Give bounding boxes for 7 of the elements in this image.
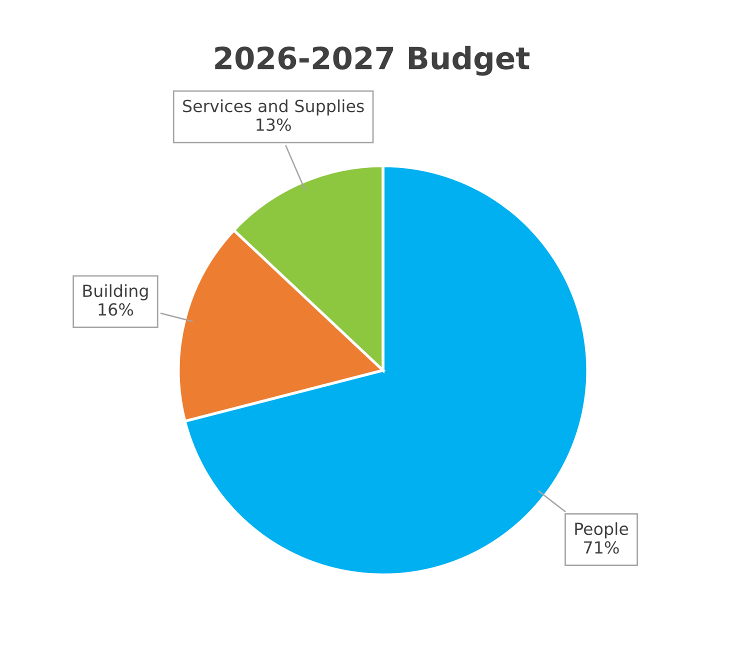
data-label: 13% [256,118,291,131]
slice-label: Building [83,284,148,300]
slice-label: People [575,522,628,538]
slice-label: Services and Supplies [183,99,364,116]
chart-title: 2026-2027 Budget [215,46,530,76]
data-label: 71% [584,541,619,554]
data-label: 16% [98,303,134,316]
